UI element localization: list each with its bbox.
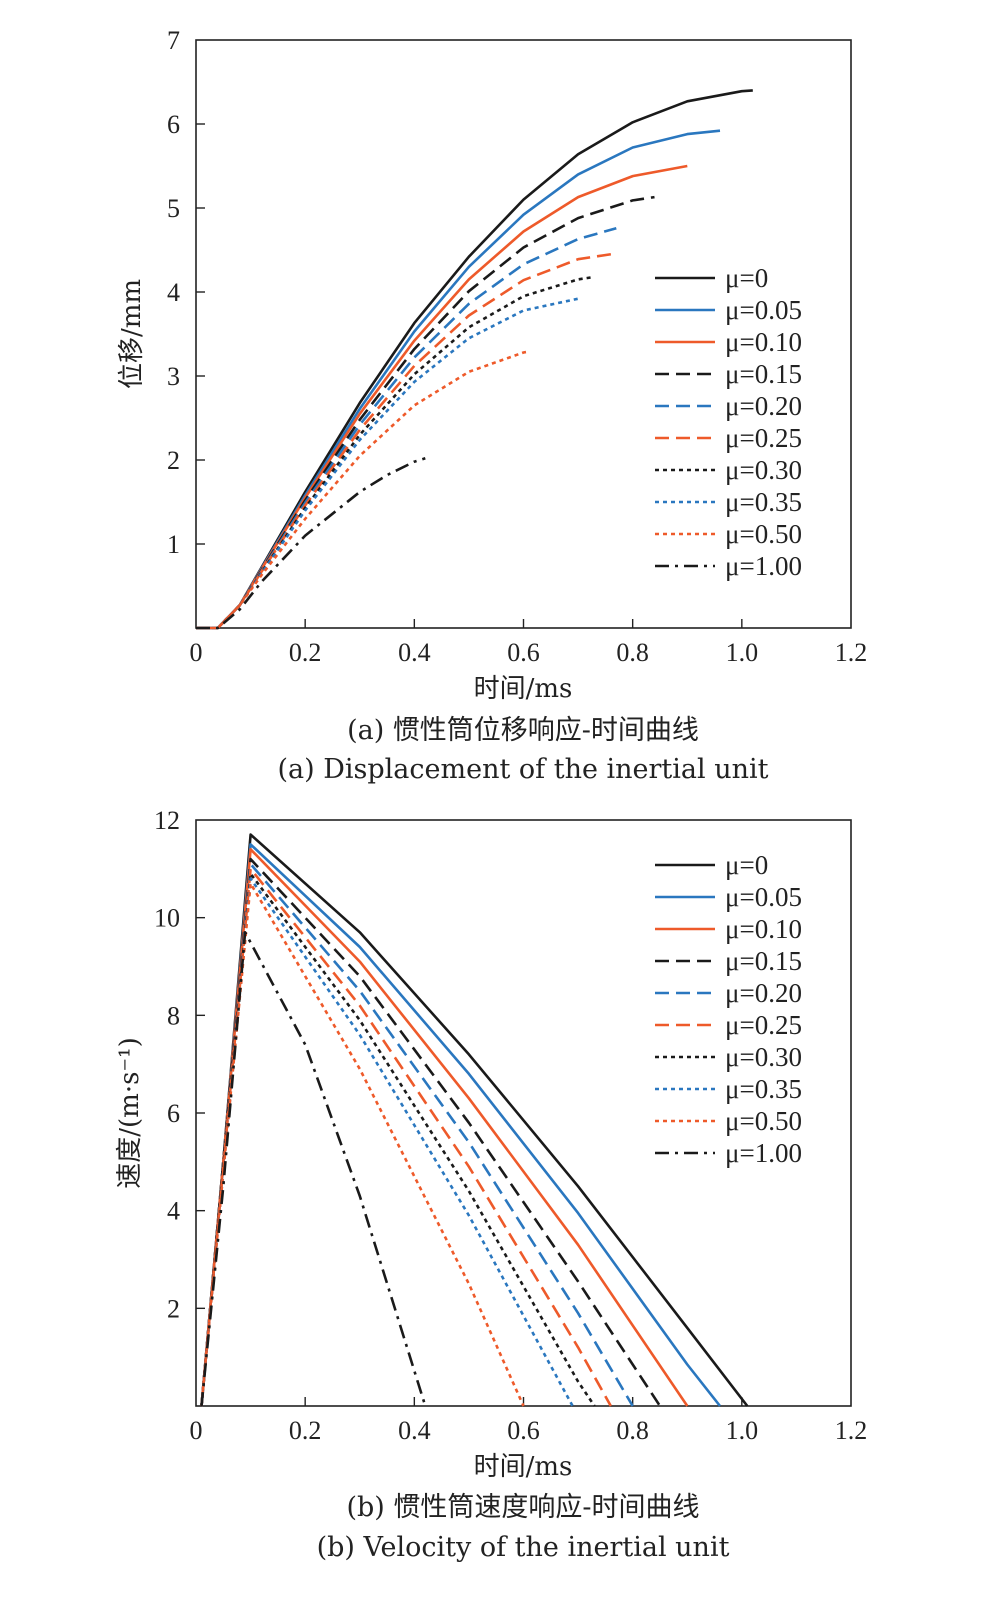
y-axis-label: 速度/(m·s⁻¹) (115, 1037, 145, 1188)
x-axis-label: 时间/ms (474, 674, 573, 704)
series-line (200, 872, 596, 1407)
legend-label: μ=0.05 (725, 295, 802, 325)
x-tick-label: 1.2 (835, 638, 868, 667)
y-tick-label: 3 (167, 362, 180, 391)
y-tick-label: 7 (167, 26, 180, 55)
legend-label: μ=0.10 (725, 914, 802, 944)
y-tick-label: 10 (154, 904, 180, 933)
series-line (200, 857, 662, 1407)
legend-label: μ=0.50 (725, 519, 802, 549)
caption-cn: (b) 惯性筒速度响应-时间曲线 (346, 1492, 699, 1523)
y-tick-label: 4 (167, 278, 180, 307)
axis-ticks: 0 0.2 0.4 0.6 0.8 1.0 1.2 2 4 6 8 10 12 (154, 806, 867, 1445)
y-tick-label: 8 (167, 1001, 180, 1030)
x-tick-label: 0.4 (398, 638, 431, 667)
y-tick-label: 2 (167, 1294, 180, 1323)
x-axis-label: 时间/ms (474, 1452, 573, 1482)
x-tick-label: 0.2 (289, 1416, 322, 1445)
series-line (200, 848, 689, 1407)
x-tick-label: 1.0 (726, 638, 759, 667)
y-tick-label: 6 (167, 1099, 180, 1128)
series-line (200, 867, 612, 1407)
caption-en: (a) Displacement of the inertial unit (277, 754, 768, 785)
y-tick-label: 4 (167, 1197, 180, 1226)
x-tick-label: 0.6 (507, 1416, 540, 1445)
legend-label: μ=1.00 (725, 551, 802, 581)
legend-label: μ=0.35 (725, 1074, 802, 1104)
legend-label: μ=0.15 (725, 946, 802, 976)
x-tick-label: 0.8 (616, 1416, 649, 1445)
legend-label: μ=0.25 (725, 1010, 802, 1040)
caption-en: (b) Velocity of the inertial unit (317, 1532, 730, 1563)
legend-label: μ=0.10 (725, 327, 802, 357)
legend-label: μ=0.25 (725, 423, 802, 453)
series-lines (200, 833, 749, 1407)
legend-label: μ=0.35 (725, 487, 802, 517)
x-tick-label: 0.4 (398, 1416, 431, 1445)
series-line (196, 226, 617, 630)
series-line (200, 862, 634, 1407)
y-tick-label: 1 (167, 530, 180, 559)
x-tick-label: 1.0 (726, 1416, 759, 1445)
legend-label: μ=0.30 (725, 1042, 802, 1072)
x-tick-label: 0.6 (507, 638, 540, 667)
axis-ticks: 0 0.2 0.4 0.6 0.8 1.0 1.2 1 2 3 4 5 6 7 (167, 26, 867, 667)
series-line (196, 350, 530, 630)
legend-label: μ=0.50 (725, 1106, 802, 1136)
x-tick-label: 0.2 (289, 638, 322, 667)
legend-label: μ=0.20 (725, 391, 802, 421)
caption-cn: (a) 惯性筒位移响应-时间曲线 (347, 715, 699, 746)
x-tick-label: 1.2 (835, 1416, 868, 1445)
y-tick-label: 6 (167, 110, 180, 139)
series-line (196, 457, 426, 630)
legend: μ=0μ=0.05μ=0.10μ=0.15μ=0.20μ=0.25μ=0.30μ… (655, 850, 802, 1168)
y-tick-label: 5 (167, 194, 180, 223)
legend-label: μ=0.30 (725, 455, 802, 485)
x-tick-label: 0 (190, 1416, 203, 1445)
legend-label: μ=0 (725, 850, 768, 880)
series-line (200, 877, 574, 1407)
series-lines (196, 89, 753, 630)
legend-label: μ=0.05 (725, 882, 802, 912)
series-line (200, 843, 722, 1407)
legend-label: μ=1.00 (725, 1138, 802, 1168)
legend-label: μ=0.20 (725, 978, 802, 1008)
legend-label: μ=0.15 (725, 359, 802, 389)
legend: μ=0μ=0.05μ=0.10μ=0.15μ=0.20μ=0.25μ=0.30μ… (655, 263, 802, 581)
x-tick-label: 0 (190, 638, 203, 667)
series-line (200, 882, 525, 1407)
x-tick-label: 0.8 (616, 638, 649, 667)
y-tick-label: 12 (154, 806, 180, 835)
series-line (200, 931, 427, 1407)
y-axis-label: 位移/mm (117, 279, 147, 389)
legend-label: μ=0 (725, 263, 768, 293)
series-line (196, 297, 579, 630)
y-tick-label: 2 (167, 446, 180, 475)
